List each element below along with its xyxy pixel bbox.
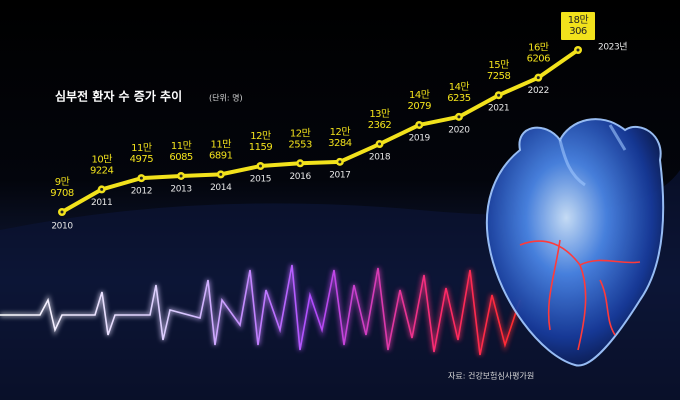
value-label: 9708 — [50, 188, 74, 199]
value-label: 11만 — [211, 138, 232, 150]
chart-subtitle: (단위: 명) — [209, 93, 243, 103]
point-dot — [298, 161, 302, 165]
point-dot — [179, 174, 183, 178]
chart-title: 심부전 환자 수 증가 추이 — [55, 89, 182, 104]
x-tick-label: 2022 — [528, 86, 549, 96]
x-tick-label: 2010 — [51, 222, 73, 232]
value-label: 6235 — [447, 93, 471, 104]
value-label: 11만 — [131, 142, 152, 154]
value-label: 3284 — [328, 138, 352, 149]
value-label: 9224 — [90, 165, 114, 176]
x-tick-label: 2014 — [210, 183, 232, 193]
value-label: 1159 — [249, 142, 273, 153]
x-tick-label: 2023년 — [598, 42, 627, 53]
value-label: 12만 — [290, 127, 311, 139]
x-tick-label: 2012 — [131, 187, 152, 197]
x-tick-label: 2018 — [369, 153, 391, 163]
x-tick-label: 2015 — [250, 175, 271, 185]
point-dot — [497, 93, 501, 97]
data-line — [61, 48, 580, 214]
x-tick-label: 2019 — [409, 133, 431, 143]
point-dot — [139, 176, 143, 180]
x-tick-label: 2021 — [488, 104, 509, 114]
value-label: 2553 — [288, 139, 312, 150]
value-label: 12만 — [330, 126, 351, 138]
point-dot — [457, 115, 461, 119]
value-label: 11만 — [171, 140, 192, 152]
x-tick-label: 2020 — [448, 125, 470, 135]
x-tick-label: 2013 — [170, 184, 191, 194]
ecg-line — [0, 264, 522, 356]
value-label: 14만 — [409, 89, 430, 101]
point-dot — [100, 187, 104, 191]
x-tick-label: 2011 — [91, 198, 112, 208]
point-dot — [576, 48, 580, 52]
value-label: 7258 — [487, 71, 511, 82]
value-label: 6085 — [169, 152, 193, 163]
point-dot — [378, 142, 382, 146]
value-label: 13만 — [369, 108, 390, 120]
value-label: 15만 — [488, 59, 509, 71]
value-label: 2362 — [368, 120, 392, 131]
point-dot — [219, 172, 223, 176]
value-label: 10만 — [91, 153, 112, 165]
point-dot — [417, 123, 421, 127]
value-label: 4975 — [130, 154, 154, 165]
value-label: 306 — [569, 26, 587, 37]
source-note: 자료: 건강보험심사평가원 — [448, 371, 534, 381]
value-label: 18만 — [568, 14, 589, 26]
heart-illustration — [485, 118, 665, 367]
value-label: 14만 — [449, 81, 470, 93]
x-tick-label: 2017 — [329, 170, 350, 180]
point-dot — [536, 76, 540, 80]
point-dot — [258, 164, 262, 168]
value-label-box — [561, 12, 595, 40]
value-label: 6891 — [209, 150, 233, 161]
value-label: 6206 — [527, 54, 551, 65]
point-dot — [338, 160, 342, 164]
value-label: 9만 — [55, 176, 70, 188]
point-dot — [60, 210, 64, 214]
value-label: 12만 — [250, 130, 271, 142]
value-label: 16만 — [528, 42, 549, 54]
value-label: 2079 — [408, 101, 432, 112]
x-tick-label: 2016 — [289, 172, 311, 182]
